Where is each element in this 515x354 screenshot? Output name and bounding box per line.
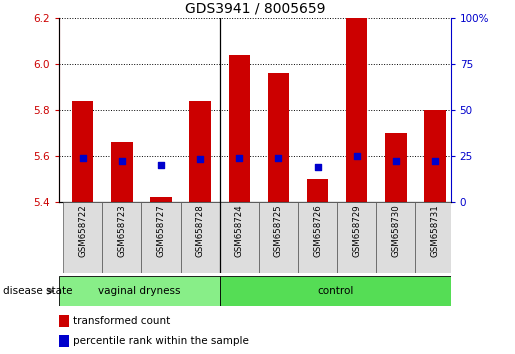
Point [157, 162, 165, 168]
Text: GSM658728: GSM658728 [196, 204, 204, 257]
Bar [259, 202, 298, 273]
Bar [376, 202, 416, 273]
Bar [111, 142, 132, 202]
Bar [268, 73, 289, 202]
Text: GSM658731: GSM658731 [431, 204, 439, 257]
Text: percentile rank within the sample: percentile rank within the sample [73, 336, 249, 346]
Bar [385, 133, 407, 202]
Bar [190, 101, 211, 202]
Point [196, 156, 204, 162]
Bar [229, 55, 250, 202]
Point [118, 159, 126, 164]
Point [353, 153, 361, 159]
Bar [416, 202, 455, 273]
Bar [63, 202, 102, 273]
Text: disease state: disease state [3, 286, 72, 296]
Bar [220, 276, 451, 306]
Bar [346, 18, 367, 202]
Point [235, 155, 244, 160]
Text: GSM658729: GSM658729 [352, 204, 361, 257]
Bar [59, 335, 69, 347]
Text: GSM658722: GSM658722 [78, 204, 87, 257]
Bar [142, 202, 181, 273]
Bar [220, 202, 259, 273]
Point [392, 159, 400, 164]
Bar [298, 202, 337, 273]
Text: GSM658723: GSM658723 [117, 204, 126, 257]
Bar [59, 276, 220, 306]
Bar [181, 202, 220, 273]
Text: GSM658725: GSM658725 [274, 204, 283, 257]
Bar [102, 202, 142, 273]
Bar [307, 179, 328, 202]
Bar [424, 110, 446, 202]
Text: GSM658724: GSM658724 [235, 204, 244, 257]
Point [79, 155, 87, 160]
Bar [72, 101, 93, 202]
Point [274, 155, 283, 160]
Point [431, 159, 439, 164]
Bar [337, 202, 376, 273]
Text: transformed count: transformed count [73, 316, 170, 326]
Bar [150, 197, 172, 202]
Text: control: control [317, 286, 353, 296]
Text: vaginal dryness: vaginal dryness [98, 286, 181, 296]
Bar [59, 315, 69, 327]
Text: GSM658726: GSM658726 [313, 204, 322, 257]
Title: GDS3941 / 8005659: GDS3941 / 8005659 [185, 1, 325, 15]
Point [314, 164, 322, 170]
Text: GSM658727: GSM658727 [157, 204, 165, 257]
Text: GSM658730: GSM658730 [391, 204, 400, 257]
